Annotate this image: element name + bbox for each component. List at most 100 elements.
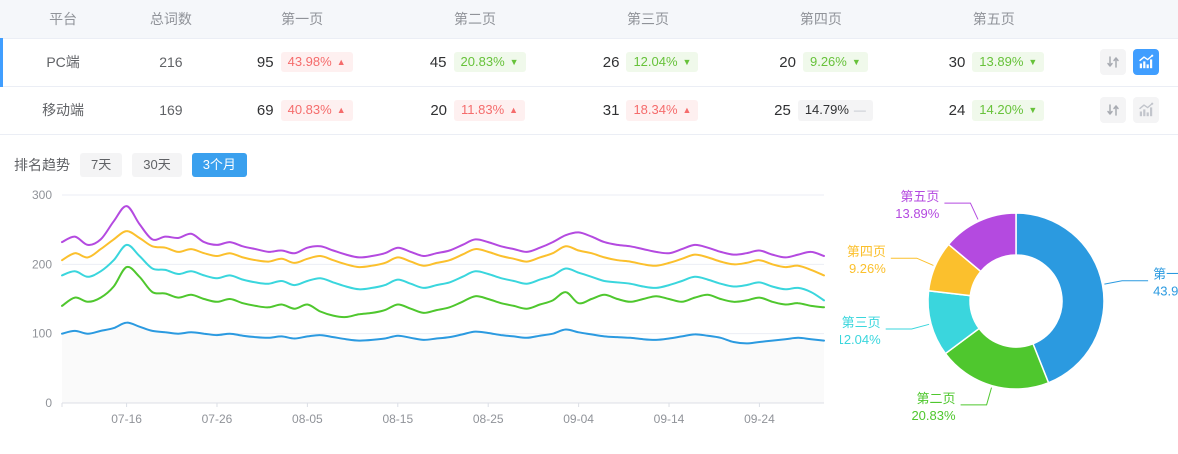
page-stat-group: 26 12.04% ▼ [562,51,735,73]
donut-slice-percent: 13.89% [895,206,940,221]
cell-page-3: 26 12.04% ▼ [561,38,735,87]
page-stat-group: 30 13.89% ▼ [907,51,1080,73]
sort-updown-icon[interactable] [1099,97,1126,124]
page-stat-group: 31 18.34% ▲ [562,99,735,121]
x-axis-tick-label: 08-05 [292,412,323,426]
donut-slice-第五页[interactable] [947,212,1017,273]
page-change-percent: 40.83% [287,101,332,117]
arrow-down-icon: ▼ [1028,56,1038,67]
arrow-up-icon: ▲ [509,104,519,115]
column-header-page-4[interactable]: 第四页 [734,0,908,39]
cell-platform: PC端 [0,37,127,87]
column-header-page-2[interactable]: 第二页 [388,0,562,39]
table-row[interactable]: PC端 216 95 43.98% ▲ 45 20.83% ▼ 26 12.04% ▼ 20 9.26%… [0,37,1178,87]
cell-actions [1080,38,1178,87]
line-series-第三页 [61,243,825,302]
page-count: 45 [429,53,447,71]
column-header-actions [1080,0,1178,39]
line-series-第五页 [61,205,825,259]
column-header-page-5[interactable]: 第五页 [907,0,1081,39]
x-axis-tick-label: 08-25 [473,412,504,426]
column-header-page-1[interactable]: 第一页 [215,0,389,39]
donut-slice-label: 第四页 [847,244,886,259]
range-button-3m[interactable]: 3个月 [191,152,247,178]
rank-trend-line-chart[interactable]: 0 100 200 300 07-16 07-26 08-05 08-15 08-25 09-04… [0,181,840,443]
page-change-percent: 20.83% [460,53,505,69]
page-change-percent: 14.79% [804,101,849,117]
page-count: 26 [602,53,620,71]
page-distribution-donut-chart[interactable]: 第一页 43.98% 第二页 20.83% 第三页 12.04% 第四页 9.26% 第五页 13… [840,181,1178,443]
table-header-row: 平台 总词数 第一页 第二页 第三页 第四页 第五页 [0,0,1178,39]
donut-leader-line [890,257,934,266]
row-action-buttons [1080,49,1178,75]
page-stat-group: 24 14.20% ▼ [907,99,1080,121]
page-count: 20 [430,101,447,119]
donut-slice-label: 第五页 [900,189,939,204]
y-axis-tick-label: 100 [32,327,52,341]
x-axis-tick-label: 09-24 [744,412,775,426]
arrow-flat-icon: — [853,103,866,118]
cell-page-4: 20 9.26% ▼ [734,38,908,87]
cell-page-1: 69 40.83% ▲ [216,86,389,134]
page-change-badge: 18.34% ▲ [626,99,699,121]
cell-platform: 移动端 [42,102,85,119]
sort-updown-icon[interactable] [1099,49,1126,75]
line-series-第一页 [61,321,825,345]
table-body: PC端 216 95 43.98% ▲ 45 20.83% ▼ 26 12.04% ▼ 20 9.26%… [0,37,1178,134]
cell-total-keywords: 169 [159,102,183,119]
page-stat-group: 45 20.83% ▼ [389,51,562,73]
line-series-第二页 [61,265,825,319]
arrow-up-icon: ▲ [682,104,692,115]
page-change-percent: 9.26% [809,53,847,69]
y-axis-tick-label: 200 [32,257,52,271]
cell-page-1: 95 43.98% ▲ [215,38,389,87]
page-change-badge: 14.20% ▼ [972,99,1045,121]
page-change-badge: 43.98% ▲ [280,51,353,73]
cell-page-2: 20 11.83% ▲ [389,86,562,134]
page-count: 30 [948,53,966,71]
page-stat-group: 20 9.26% ▼ [734,51,907,73]
bar-trend-chart-icon[interactable] [1132,97,1159,124]
cell-page-5: 24 14.20% ▼ [907,86,1080,134]
cell-page-5: 30 13.89% ▼ [907,38,1081,87]
x-axis-tick-label: 07-16 [111,412,142,426]
page-stat-group: 25 14.79% — [734,99,907,121]
column-header-page-3[interactable]: 第三页 [561,0,735,39]
range-button-30d[interactable]: 30天 [132,152,182,178]
range-button-7d[interactable]: 7天 [80,152,123,178]
table-row[interactable]: 移动端 169 69 40.83% ▲ 20 11.83% ▲ 31 18.34% ▲ 25 14.79… [0,86,1178,134]
page-count: 25 [774,101,791,119]
column-header-platform[interactable]: 平台 [0,0,127,39]
x-axis-tick-label: 09-14 [654,412,685,426]
donut-leader-line [1104,280,1149,285]
page-change-percent: 43.98% [287,53,332,69]
page-stat-group: 20 11.83% ▲ [389,99,562,121]
page-stat-group: 69 40.83% ▲ [216,99,389,121]
donut-slice-percent: 9.26% [849,261,886,276]
rank-table: 平台 总词数 第一页 第二页 第三页 第四页 第五页 PC端 216 95 43.98… [0,0,1178,134]
page-change-badge: 40.83% ▲ [280,99,353,121]
donut-slice-第一页[interactable] [1015,212,1105,384]
page-count: 69 [256,101,274,119]
page-count: 95 [256,53,274,71]
bar-trend-chart-icon[interactable] [1132,49,1159,75]
donut-slice-percent: 43.98% [1153,284,1178,299]
page-change-badge: 13.89% ▼ [972,51,1045,73]
page-change-badge: 9.26% ▼ [802,51,868,73]
cell-page-2: 45 20.83% ▼ [388,38,562,87]
cell-actions [1080,86,1178,134]
page-stat-group: 95 43.98% ▲ [216,51,389,73]
trend-title: 排名趋势 [14,157,70,173]
arrow-up-icon: ▲ [336,56,346,67]
y-axis-tick-label: 0 [45,396,52,410]
column-header-total-keywords[interactable]: 总词数 [126,0,216,39]
table-header: 平台 总词数 第一页 第二页 第三页 第四页 第五页 [0,0,1178,39]
page-count: 31 [602,101,620,119]
cell-page-4: 25 14.79% — [734,86,907,134]
page-change-percent: 14.20% [979,101,1024,117]
page-change-percent: 12.04% [633,53,678,69]
donut-chart-svg: 第一页 43.98% 第二页 20.83% 第三页 12.04% 第四页 9.26% 第五页 13… [840,189,1178,423]
page-change-badge: 11.83% ▲ [454,99,526,121]
line-series-第四页 [61,230,825,277]
donut-slice-percent: 12.04% [840,332,881,347]
